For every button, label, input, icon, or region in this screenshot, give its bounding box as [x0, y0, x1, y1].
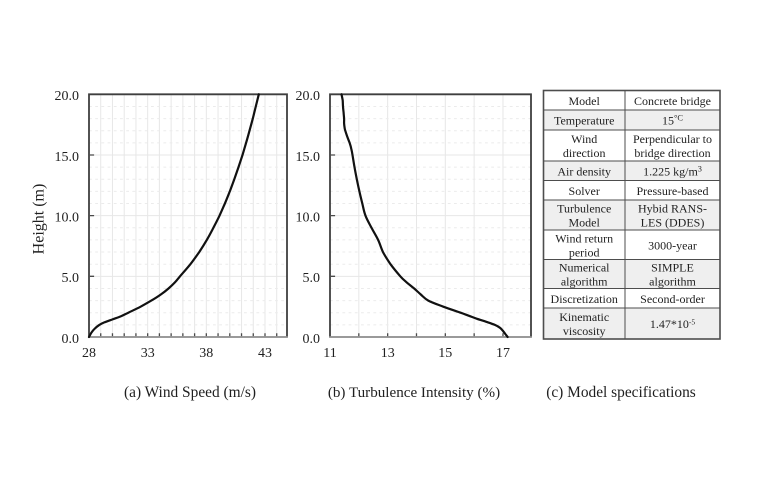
svg-text:(c) Model specifications: (c) Model specifications [546, 384, 696, 401]
svg-text:20.0: 20.0 [296, 89, 321, 104]
svg-text:3000-year: 3000-year [648, 238, 697, 252]
svg-text:5.0: 5.0 [303, 271, 321, 286]
svg-text:5.0: 5.0 [62, 271, 80, 286]
svg-text:Kinematic: Kinematic [559, 310, 609, 324]
svg-text:Wind: Wind [571, 132, 597, 146]
svg-text:(b) Turbulence Intensity (%): (b) Turbulence Intensity (%) [328, 385, 500, 401]
svg-text:38: 38 [199, 346, 213, 361]
svg-text:Model: Model [569, 216, 601, 230]
svg-text:20.0: 20.0 [55, 89, 80, 104]
svg-text:Discretization: Discretization [551, 292, 618, 306]
svg-text:Wind return: Wind return [555, 231, 613, 245]
svg-text:11: 11 [323, 346, 336, 361]
svg-text:Second-order: Second-order [640, 292, 705, 306]
svg-text:43: 43 [258, 346, 272, 361]
svg-text:Turbulence: Turbulence [557, 202, 611, 216]
svg-text:0.0: 0.0 [303, 332, 321, 347]
svg-text:Perpendicular to: Perpendicular to [633, 132, 712, 146]
svg-text:Pressure-based: Pressure-based [637, 184, 709, 198]
svg-text:period: period [569, 245, 600, 259]
svg-text:0.0: 0.0 [62, 332, 80, 347]
svg-text:Concrete bridge: Concrete bridge [634, 94, 711, 108]
svg-text:1.47*10-5: 1.47*10-5 [650, 317, 695, 331]
svg-text:33: 33 [141, 346, 155, 361]
svg-text:bridge direction: bridge direction [634, 146, 710, 160]
svg-text:Solver: Solver [569, 184, 600, 198]
svg-text:Temperature: Temperature [554, 114, 614, 128]
svg-text:15.0: 15.0 [55, 150, 80, 165]
svg-text:viscosity: viscosity [563, 324, 606, 338]
svg-text:10.0: 10.0 [296, 211, 321, 226]
svg-text:10.0: 10.0 [55, 211, 80, 226]
svg-text:direction: direction [563, 146, 606, 160]
svg-text:15.0: 15.0 [296, 150, 321, 165]
svg-text:Numerical: Numerical [559, 261, 610, 275]
svg-text:LES (DDES): LES (DDES) [641, 216, 705, 230]
svg-text:algorithm: algorithm [561, 275, 608, 289]
svg-text:(a) Wind Speed (m/s): (a) Wind Speed (m/s) [124, 384, 256, 401]
svg-text:28: 28 [82, 346, 96, 361]
svg-text:Air density: Air density [557, 164, 611, 178]
svg-text:SIMPLE: SIMPLE [651, 261, 694, 275]
svg-text:Height (m): Height (m) [31, 184, 48, 255]
svg-text:17: 17 [496, 346, 510, 361]
svg-text:1.225 kg/m3: 1.225 kg/m3 [643, 164, 702, 178]
svg-text:13: 13 [381, 346, 395, 361]
svg-text:algorithm: algorithm [649, 275, 696, 289]
svg-text:15: 15 [438, 346, 452, 361]
svg-text:Hybid RANS-: Hybid RANS- [638, 202, 707, 216]
svg-text:Model: Model [569, 94, 601, 108]
